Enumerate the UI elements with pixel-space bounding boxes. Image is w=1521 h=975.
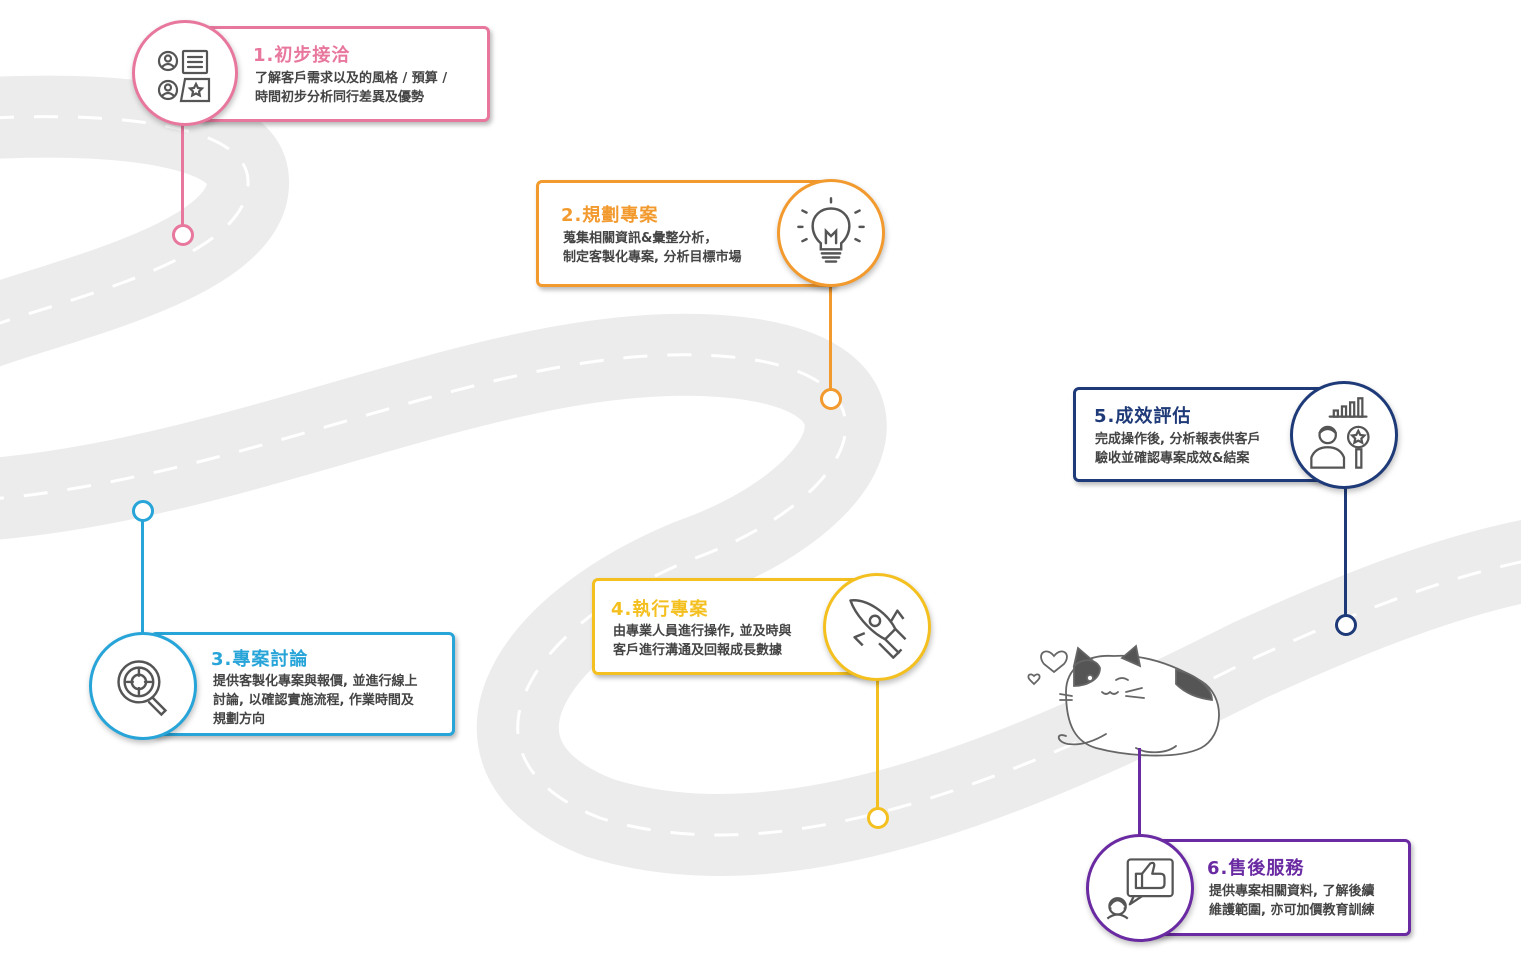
step1-card: 1.初步接洽 了解客戶需求以及的風格 / 預算 / 時間初步分析同行差異及優勢: [198, 26, 490, 122]
step3-desc-line1: 提供客製化專案與報價, 並進行線上: [213, 674, 418, 689]
step5-stem: [1344, 486, 1347, 616]
step2-stem: [829, 284, 832, 390]
step4-icon-circle: [823, 573, 931, 681]
step4-desc-line2: 客戶進行溝通及回報成長數據: [613, 643, 783, 658]
step1-desc-line2: 時間初步分析同行差異及優勢: [255, 90, 425, 105]
step5-icon-circle: [1290, 381, 1398, 489]
step4-desc-line1: 由專業人員進行操作, 並及時與: [613, 624, 792, 639]
magnifier-target-icon: [117, 660, 168, 717]
step1-pin: [172, 224, 194, 246]
step6-desc: 提供專案相關資料, 了解後續 維護範圍, 亦可加價教育訓練: [1209, 882, 1374, 920]
step1-icon-circle: [132, 20, 238, 126]
step6-title: 6.售後服務: [1207, 858, 1305, 879]
sleeping-cat-icon: [1027, 644, 1220, 757]
step5-card: 5.成效評估 完成操作後, 分析報表供客戶 驗收並確認專案成效&結案: [1073, 387, 1325, 482]
step6-desc-line1: 提供專案相關資料, 了解後續: [1209, 884, 1375, 899]
step3-stem: [141, 520, 144, 638]
step1-desc-line1: 了解客戶需求以及的風格 / 預算 /: [255, 71, 448, 86]
step3-pin: [132, 500, 154, 522]
step5-desc: 完成操作後, 分析報表供客戶 驗收並確認專案成效&結案: [1095, 430, 1260, 468]
step3-title: 3.專案討論: [211, 649, 309, 670]
step4-stem: [876, 675, 879, 809]
step5-desc-line2: 驗收並確認專案成效&結案: [1095, 451, 1250, 466]
step2-pin: [820, 388, 842, 410]
step4-title: 4.執行專案: [611, 599, 709, 620]
step1-title: 1.初步接洽: [253, 45, 351, 66]
thumbs-up-support-icon: [1106, 858, 1174, 920]
lightbulb-icon: [797, 197, 865, 263]
client-profile-icon: [157, 49, 211, 103]
rocket-icon: [849, 599, 907, 659]
step2-desc-line1: 蒐集相關資訊&彙整分析，: [563, 231, 718, 246]
step1-stem: [181, 122, 184, 226]
heart-icon: [1040, 650, 1068, 674]
step4-desc: 由專業人員進行操作, 並及時與 客戶進行溝通及回報成長數據: [613, 622, 791, 660]
step6-icon-circle: [1086, 834, 1194, 942]
step6-desc-line2: 維護範圍, 亦可加價教育訓練: [1209, 903, 1375, 918]
step2-desc-line2: 制定客製化專案, 分析目標市場: [563, 250, 742, 265]
step5-desc-line1: 完成操作後, 分析報表供客戶: [1095, 432, 1261, 447]
step6-stem: [1138, 748, 1141, 838]
step2-desc: 蒐集相關資訊&彙整分析， 制定客製化專案, 分析目標市場: [563, 229, 741, 267]
step5-title: 5.成效評估: [1094, 406, 1192, 427]
road-center-dashes: [0, 115, 1521, 837]
step1-desc: 了解客戶需求以及的風格 / 預算 / 時間初步分析同行差異及優勢: [255, 69, 447, 107]
step5-pin: [1335, 614, 1357, 636]
step3-icon-circle: [89, 632, 197, 740]
step3-card: 3.專案討論 提供客製化專案與報價, 並進行線上 討論, 以確認實施流程, 作業…: [150, 632, 455, 736]
step3-desc: 提供客製化專案與報價, 並進行線上 討論, 以確認實施流程, 作業時間及 規劃方…: [213, 672, 417, 729]
step4-pin: [867, 807, 889, 829]
analyst-chart-icon: [1310, 397, 1370, 469]
step3-desc-line3: 規劃方向: [213, 712, 266, 727]
step2-icon-circle: [777, 179, 885, 287]
step2-title: 2.規劃專案: [561, 205, 659, 226]
step3-desc-line2: 討論, 以確認實施流程, 作業時間及: [213, 693, 414, 708]
